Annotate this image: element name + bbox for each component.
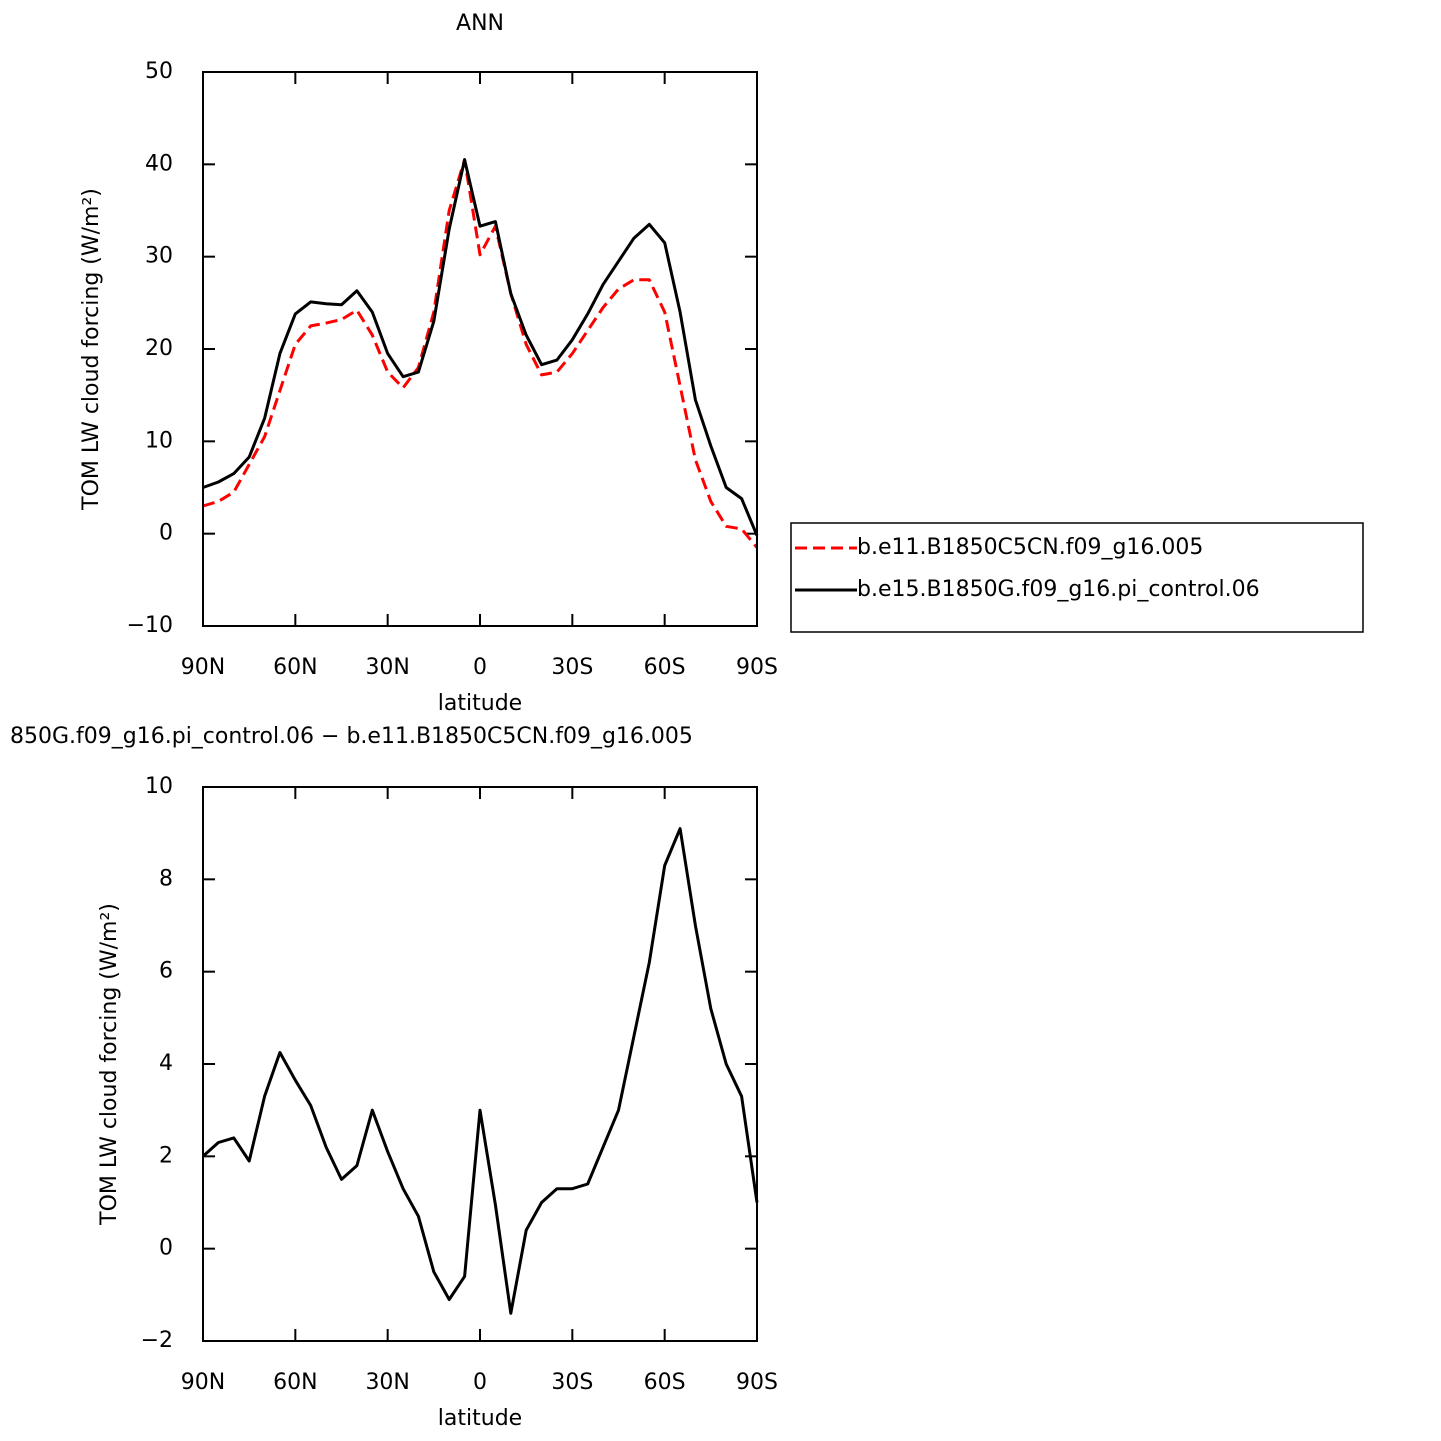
chart-title: ANN — [456, 11, 504, 36]
legend-box — [790, 522, 1364, 633]
legend-label: b.e11.B1850C5CN.f09_g16.005 — [857, 535, 1203, 560]
y-tick-label: 8 — [159, 866, 173, 891]
x-tick-label: 90S — [736, 1370, 778, 1395]
plot-frame — [202, 786, 758, 1342]
x-axis-label: latitude — [438, 691, 522, 716]
x-tick-label: 60N — [273, 655, 317, 680]
y-tick-label: 10 — [145, 774, 173, 799]
x-tick-label: 0 — [473, 655, 487, 680]
x-tick-label: 30N — [365, 1370, 409, 1395]
y-tick-label: 40 — [145, 151, 173, 176]
x-tick-label: 0 — [473, 1370, 487, 1395]
x-tick-label: 90N — [181, 655, 225, 680]
x-tick-label: 90S — [736, 655, 778, 680]
y-tick-label: 2 — [159, 1143, 173, 1168]
y-tick-label: 50 — [145, 59, 173, 84]
x-tick-label: 60S — [644, 655, 686, 680]
x-tick-label: 30N — [365, 655, 409, 680]
y-tick-label: 4 — [159, 1051, 173, 1076]
y-tick-label: 20 — [145, 336, 173, 361]
plot-frame — [202, 71, 758, 627]
y-tick-label: −10 — [127, 613, 173, 638]
chart-title: 850G.f09_g16.pi_control.06 − b.e11.B1850… — [10, 724, 693, 749]
y-axis-label: TOM LW cloud forcing (W/m²) — [79, 188, 104, 511]
x-tick-label: 90N — [181, 1370, 225, 1395]
x-axis-label: latitude — [438, 1406, 522, 1431]
y-tick-label: 6 — [159, 959, 173, 984]
x-tick-label: 60S — [644, 1370, 686, 1395]
y-tick-label: 0 — [159, 521, 173, 546]
y-tick-label: 30 — [145, 244, 173, 269]
data-line — [201, 827, 759, 1315]
y-tick-label: −2 — [141, 1328, 173, 1353]
data-line — [202, 158, 759, 549]
x-tick-label: 60N — [273, 1370, 317, 1395]
x-tick-label: 30S — [551, 655, 593, 680]
y-tick-label: 10 — [145, 428, 173, 453]
legend-label: b.e15.B1850G.f09_g16.pi_control.06 — [857, 577, 1260, 602]
y-tick-label: 0 — [159, 1236, 173, 1261]
data-line — [202, 158, 759, 537]
x-tick-label: 30S — [551, 1370, 593, 1395]
y-axis-label: TOM LW cloud forcing (W/m²) — [97, 903, 122, 1226]
